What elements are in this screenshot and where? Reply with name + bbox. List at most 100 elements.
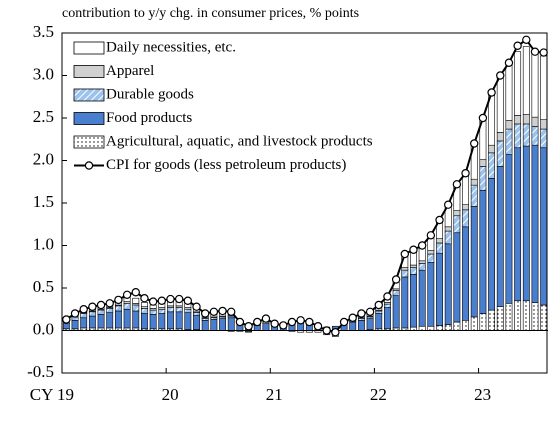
bar-segment	[496, 140, 504, 167]
bar-segment	[106, 312, 114, 329]
bar-segment	[201, 319, 209, 331]
bar-segment	[375, 310, 383, 314]
legend-swatch	[73, 88, 105, 102]
line-marker	[200, 309, 210, 318]
bar-segment	[540, 147, 548, 306]
line-marker	[461, 169, 470, 178]
line-marker	[331, 328, 340, 337]
bar-segment	[114, 310, 122, 329]
line-marker	[522, 35, 531, 45]
bar-segment	[531, 126, 539, 146]
line-marker	[496, 71, 505, 80]
bar-segment	[522, 123, 530, 147]
legend-swatch	[73, 135, 105, 149]
bar-segment	[418, 260, 426, 264]
line-marker	[244, 322, 253, 331]
bar-segment	[392, 295, 400, 329]
bar-segment	[505, 154, 513, 304]
bar-segment	[505, 128, 513, 155]
legend-label: Daily necessities, etc.	[106, 39, 236, 55]
line-marker	[313, 322, 323, 331]
bar-segment	[514, 123, 522, 149]
bar-segment	[470, 178, 478, 186]
line-marker	[114, 295, 123, 305]
bar-segment	[462, 204, 469, 211]
line-marker	[426, 231, 436, 240]
bar-segment	[97, 309, 105, 315]
line-marker	[70, 309, 80, 318]
bar-segment	[210, 319, 218, 331]
line-marker	[339, 317, 349, 327]
bar-segment	[488, 309, 496, 331]
line-marker	[487, 88, 496, 97]
line-marker	[357, 309, 366, 318]
line-marker	[148, 297, 158, 306]
bar-segment	[540, 128, 548, 149]
bar-segment	[123, 308, 131, 329]
bar-segment	[453, 215, 461, 234]
line-marker	[296, 316, 305, 325]
x-tick-label: 22	[370, 385, 387, 404]
bar-segment	[505, 302, 513, 331]
bar-segment	[462, 319, 469, 331]
bar-segment	[141, 302, 148, 308]
line-marker	[209, 307, 219, 316]
bar-segment	[488, 152, 496, 179]
bar-segment	[175, 307, 183, 313]
bar-segment	[132, 310, 140, 329]
bars	[62, 46, 548, 337]
line-marker	[417, 241, 427, 250]
bar-segment	[453, 321, 461, 331]
bar-segment	[418, 325, 426, 331]
y-tick-label: 1.0	[33, 234, 54, 253]
line-marker	[513, 41, 522, 50]
bar-segment	[418, 269, 426, 327]
bar-segment	[444, 243, 452, 325]
bar-segment	[141, 313, 148, 330]
bar-segment	[141, 308, 148, 314]
line-marker	[374, 300, 383, 310]
bar-segment	[384, 303, 391, 308]
y-tick-label: 1.5	[33, 192, 54, 211]
line-marker	[322, 326, 331, 335]
bar-segment	[427, 253, 435, 263]
bar-segment	[410, 267, 417, 275]
legend-label: Durable goods	[106, 86, 194, 102]
bar-segment	[496, 132, 504, 142]
legend-swatch	[73, 112, 105, 125]
bar-segment	[427, 262, 435, 327]
bar-segment	[479, 189, 487, 314]
bar-segment	[410, 264, 417, 268]
x-tick-label: CY 19	[30, 385, 74, 404]
bar-segment	[384, 307, 391, 330]
bar-segment	[149, 314, 157, 330]
legend-label: Apparel	[106, 63, 154, 79]
bar-segment	[522, 46, 530, 115]
line-marker	[261, 314, 271, 323]
line-marker	[409, 245, 418, 254]
bar-segment	[158, 308, 166, 314]
bar-segment	[62, 323, 70, 330]
bar-segment	[114, 305, 122, 312]
y-tick-label: 0.5	[33, 277, 54, 296]
bar-segment	[505, 120, 513, 130]
bar-segment	[470, 184, 478, 207]
y-tick-label: 0.0	[33, 319, 54, 338]
line-marker	[122, 290, 132, 299]
line-marker	[470, 139, 479, 148]
bar-segment	[175, 311, 183, 330]
y-tick-label: 3.0	[33, 64, 54, 83]
line-marker	[443, 200, 453, 209]
line-marker	[478, 113, 488, 123]
bar-segment	[245, 331, 253, 333]
legend-swatch	[73, 41, 105, 55]
x-tick-label: 21	[266, 385, 283, 404]
y-tick-label: 3.5	[33, 22, 54, 41]
bar-segment	[167, 311, 174, 330]
bar-segment	[462, 209, 469, 228]
bar-segment	[158, 313, 166, 330]
line-marker	[253, 317, 262, 327]
bar-segment	[123, 302, 131, 310]
